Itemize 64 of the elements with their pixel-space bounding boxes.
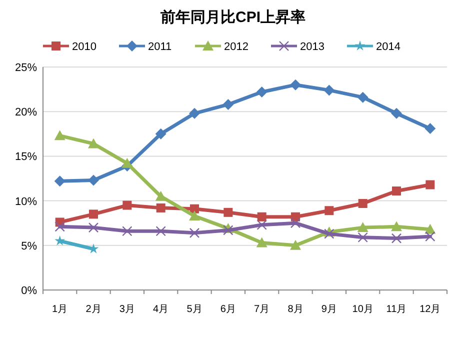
point — [122, 200, 132, 210]
chart-title: 前年同月比CPI上昇率 — [159, 8, 306, 26]
point — [391, 221, 402, 232]
x-tick-label: 1月 — [52, 304, 68, 315]
point — [324, 84, 335, 96]
point — [290, 240, 301, 250]
point — [324, 206, 334, 216]
point — [224, 208, 233, 217]
point — [256, 237, 268, 248]
legend-label: 2012 — [224, 41, 248, 53]
point — [425, 231, 436, 242]
point — [89, 210, 98, 219]
point — [189, 210, 200, 220]
legend-label: 2013 — [300, 41, 324, 53]
point — [357, 92, 368, 103]
y-tick-label: 10% — [14, 196, 38, 208]
x-tick-label: 10月 — [352, 304, 374, 315]
x-tick-label: 3月 — [119, 304, 135, 315]
x-tick-label: 5月 — [186, 304, 202, 315]
point — [257, 212, 266, 222]
legend-label: 2011 — [148, 41, 172, 53]
y-tick-label: 15% — [14, 151, 38, 164]
point — [122, 226, 132, 236]
point — [392, 186, 401, 196]
point — [290, 79, 301, 90]
y-tick-label: 0% — [21, 285, 38, 297]
point — [156, 226, 166, 236]
point — [155, 190, 166, 201]
point — [357, 222, 368, 232]
y-tick-label: 25% — [14, 62, 38, 74]
legend-label: 2010 — [72, 41, 96, 53]
point — [256, 220, 267, 230]
y-tick-label: 20% — [14, 106, 38, 119]
x-tick-label: 6月 — [220, 304, 236, 315]
point — [223, 225, 234, 236]
legend-label: 2014 — [376, 41, 400, 53]
point — [391, 233, 402, 244]
x-tick-label: 8月 — [288, 304, 304, 315]
point — [54, 235, 66, 246]
point — [156, 203, 166, 212]
x-tick-label: 2月 — [86, 304, 102, 315]
point — [189, 108, 200, 119]
x-tick-label: 9月 — [321, 304, 337, 315]
point — [426, 180, 435, 190]
point — [222, 98, 234, 110]
point — [358, 232, 368, 242]
point — [88, 222, 99, 233]
x-tick-label: 4月 — [153, 304, 169, 315]
y-tick-label: 5% — [21, 240, 38, 252]
point — [256, 86, 268, 98]
point — [290, 218, 301, 228]
point — [391, 108, 402, 119]
point — [189, 228, 200, 238]
point — [54, 176, 66, 187]
point — [155, 128, 166, 140]
point — [54, 130, 66, 140]
x-tick-label: 11月 — [386, 304, 407, 315]
point — [358, 198, 368, 208]
point — [88, 138, 99, 148]
point — [54, 222, 65, 232]
x-tick-label: 12月 — [420, 304, 441, 315]
x-tick-label: 7月 — [254, 304, 270, 315]
point — [424, 123, 436, 134]
point — [88, 174, 99, 186]
